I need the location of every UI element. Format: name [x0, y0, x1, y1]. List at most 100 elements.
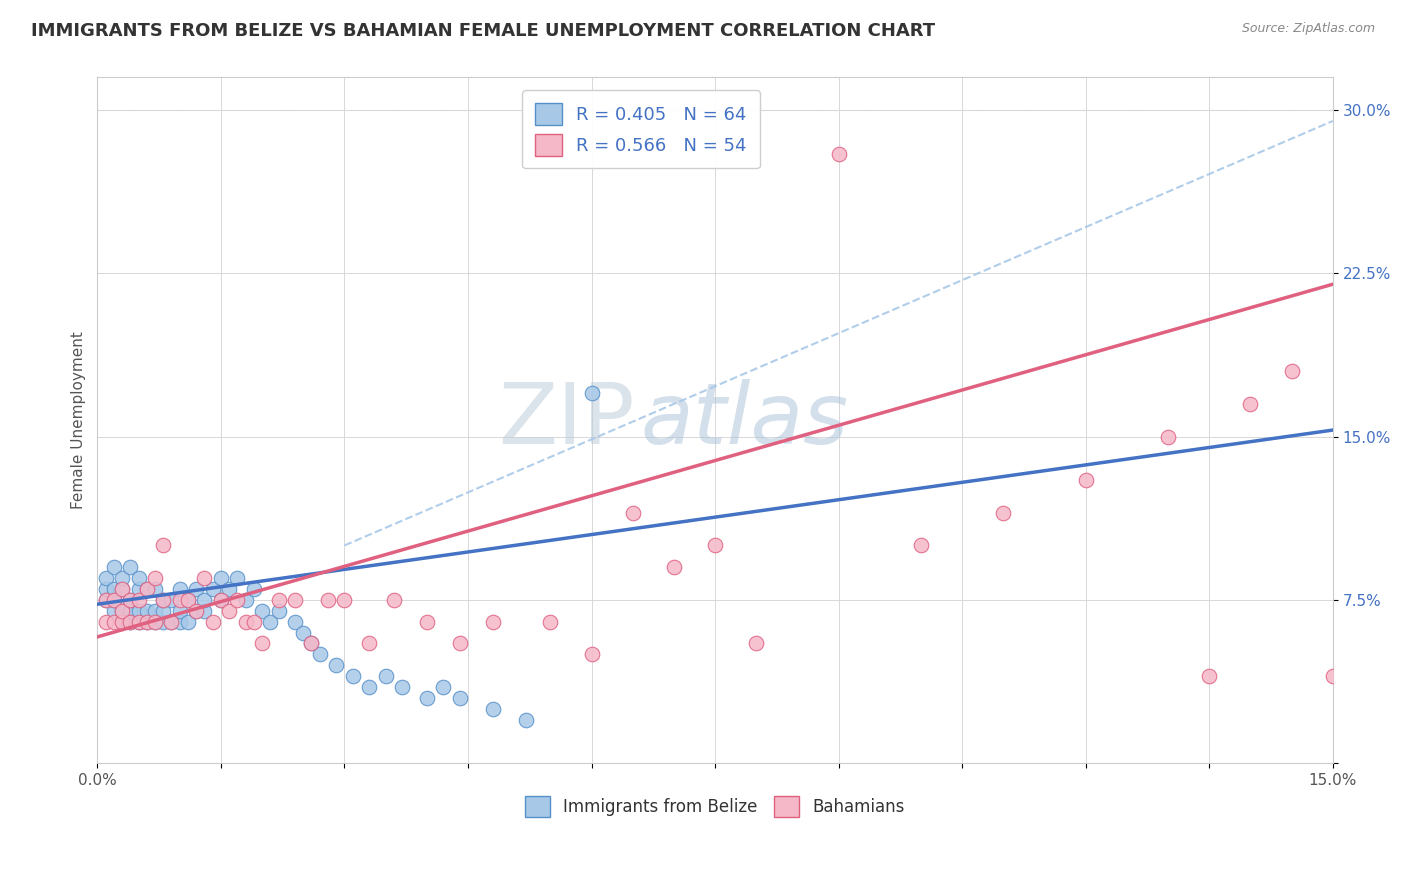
- Point: [94, 571, 117, 585]
- Point: [186, 604, 208, 618]
- Point: [177, 615, 200, 629]
- Point: [1157, 429, 1180, 443]
- Text: IMMIGRANTS FROM BELIZE VS BAHAMIAN FEMALE UNEMPLOYMENT CORRELATION CHART: IMMIGRANTS FROM BELIZE VS BAHAMIAN FEMAL…: [31, 22, 935, 40]
- Point: [1198, 669, 1220, 683]
- Point: [432, 680, 454, 694]
- Text: ZIP: ZIP: [498, 379, 634, 462]
- Point: [359, 680, 381, 694]
- Point: [135, 582, 157, 596]
- Text: Source: ZipAtlas.com: Source: ZipAtlas.com: [1241, 22, 1375, 36]
- Point: [449, 636, 471, 650]
- Point: [308, 648, 330, 662]
- Point: [382, 592, 405, 607]
- Point: [177, 592, 200, 607]
- Point: [745, 636, 768, 650]
- Point: [226, 571, 249, 585]
- Point: [111, 582, 134, 596]
- Point: [910, 538, 932, 552]
- Point: [111, 615, 134, 629]
- Point: [120, 615, 142, 629]
- Point: [201, 615, 224, 629]
- Point: [284, 615, 307, 629]
- Point: [120, 592, 142, 607]
- Point: [662, 560, 685, 574]
- Point: [292, 625, 315, 640]
- Point: [120, 615, 142, 629]
- Point: [449, 690, 471, 705]
- Point: [301, 636, 323, 650]
- Point: [374, 669, 396, 683]
- Point: [250, 636, 273, 650]
- Point: [359, 636, 381, 650]
- Point: [103, 592, 125, 607]
- Point: [201, 582, 224, 596]
- Point: [143, 604, 166, 618]
- Point: [169, 582, 191, 596]
- Point: [143, 571, 166, 585]
- Point: [152, 604, 174, 618]
- Point: [209, 571, 232, 585]
- Point: [1322, 669, 1344, 683]
- Point: [135, 615, 157, 629]
- Point: [152, 592, 174, 607]
- Point: [581, 648, 603, 662]
- Point: [94, 615, 117, 629]
- Point: [235, 615, 257, 629]
- Point: [538, 615, 561, 629]
- Point: [209, 592, 232, 607]
- Point: [235, 592, 257, 607]
- Point: [160, 592, 183, 607]
- Point: [128, 615, 150, 629]
- Point: [301, 636, 323, 650]
- Point: [250, 604, 273, 618]
- Point: [218, 604, 240, 618]
- Point: [143, 582, 166, 596]
- Point: [152, 615, 174, 629]
- Point: [128, 615, 150, 629]
- Point: [120, 592, 142, 607]
- Point: [111, 582, 134, 596]
- Point: [193, 604, 215, 618]
- Point: [621, 506, 644, 520]
- Point: [1074, 473, 1097, 487]
- Point: [152, 538, 174, 552]
- Point: [160, 615, 183, 629]
- Point: [827, 146, 849, 161]
- Point: [94, 592, 117, 607]
- Point: [160, 615, 183, 629]
- Point: [316, 592, 339, 607]
- Point: [259, 615, 281, 629]
- Point: [103, 560, 125, 574]
- Point: [515, 713, 537, 727]
- Point: [111, 571, 134, 585]
- Point: [581, 386, 603, 401]
- Point: [128, 582, 150, 596]
- Point: [103, 615, 125, 629]
- Point: [193, 592, 215, 607]
- Point: [103, 582, 125, 596]
- Point: [993, 506, 1015, 520]
- Point: [103, 592, 125, 607]
- Point: [111, 604, 134, 618]
- Point: [169, 592, 191, 607]
- Point: [169, 604, 191, 618]
- Point: [177, 592, 200, 607]
- Point: [128, 604, 150, 618]
- Point: [193, 571, 215, 585]
- Point: [325, 658, 347, 673]
- Point: [186, 582, 208, 596]
- Point: [243, 582, 266, 596]
- Point: [267, 592, 290, 607]
- Point: [120, 560, 142, 574]
- Point: [111, 615, 134, 629]
- Y-axis label: Female Unemployment: Female Unemployment: [72, 331, 86, 509]
- Point: [143, 615, 166, 629]
- Point: [143, 615, 166, 629]
- Legend: Immigrants from Belize, Bahamians: Immigrants from Belize, Bahamians: [519, 789, 911, 823]
- Point: [103, 604, 125, 618]
- Point: [186, 604, 208, 618]
- Point: [120, 604, 142, 618]
- Point: [481, 702, 503, 716]
- Point: [416, 690, 439, 705]
- Text: atlas: atlas: [641, 379, 849, 462]
